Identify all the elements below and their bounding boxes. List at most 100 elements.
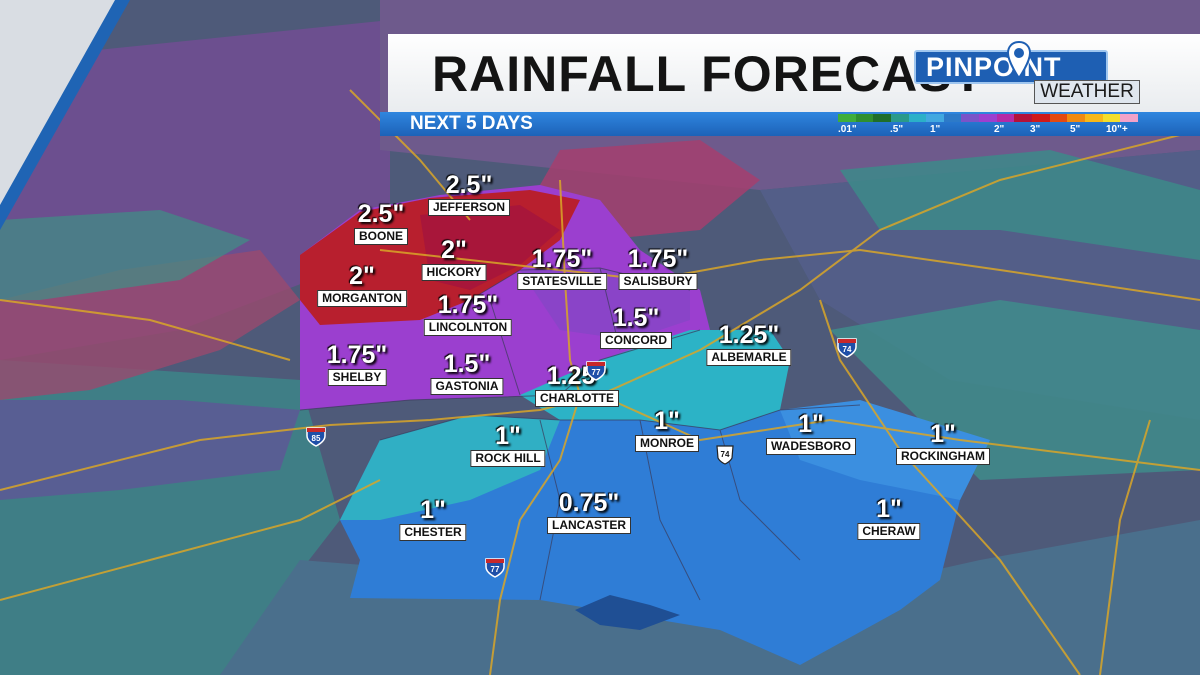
rainfall-value: 2.5" (357, 200, 405, 228)
city-name: JEFFERSON (427, 199, 511, 216)
city-name: ALBEMARLE (706, 349, 792, 366)
legend-swatch (926, 114, 944, 122)
rainfall-value: 0.75" (558, 489, 620, 517)
rainfall-value: 1.75" (627, 245, 689, 273)
rain-zone-teal-west (0, 210, 250, 300)
city-label-monroe: 1" MONROE (635, 408, 699, 452)
interstate-74-shield-icon: 74 (837, 338, 857, 358)
legend-swatch (1120, 114, 1138, 122)
city-name: CHERAW (857, 523, 921, 540)
left-frame-white (0, 0, 115, 205)
rainfall-value: 1" (876, 495, 902, 523)
city-label-gastonia: 1.5" GASTONIA (430, 350, 504, 395)
legend-swatch (1014, 114, 1033, 122)
city-label-statesville: 1.75" STATESVILLE (517, 246, 607, 290)
city-label-lancaster: 0.75" LANCASTER (547, 490, 631, 534)
legend-swatch (1102, 114, 1121, 122)
city-label-chester: 1" CHESTER (399, 496, 467, 541)
rainfall-legend: .01" .5" 1" 2" 3" 5" 10"+ (838, 114, 1138, 136)
legend-tick: 5" (1070, 124, 1081, 135)
shield-number: 74 (721, 450, 730, 459)
route-74-shield-icon: 74 (716, 445, 734, 465)
legend-tick: .5" (890, 124, 904, 135)
legend-swatch (1032, 114, 1050, 122)
legend-swatch (1084, 114, 1103, 122)
rain-zone-teal-southeast (830, 300, 1200, 480)
city-name: WADESBORO (765, 438, 857, 455)
page-title: RAINFALL FORECAST (432, 46, 985, 102)
station-logo: PINPOINT WEATHER (914, 40, 1140, 104)
county-region-southeast-blue (780, 400, 990, 500)
city-label-salisbury: 1.75" SALISBURY (618, 245, 698, 290)
rainfall-value: 1.5" (443, 350, 491, 378)
city-label-hickory: 2" HICKORY (421, 236, 487, 281)
city-label-albemarle: 1.25" ALBEMARLE (706, 321, 792, 366)
city-name: HICKORY (421, 264, 487, 281)
city-label-jefferson: 2.5" JEFFERSON (427, 171, 511, 216)
city-name: ROCKINGHAM (896, 448, 990, 465)
city-name: CONCORD (600, 332, 672, 349)
legend-swatch (1067, 114, 1085, 122)
city-name: SHELBY (327, 369, 387, 386)
legend-color-scale (838, 114, 1138, 122)
county-region-south-teal (340, 415, 560, 520)
rainfall-value: 1" (420, 496, 446, 524)
legend-swatch (943, 114, 962, 122)
city-name: MORGANTON (317, 290, 407, 307)
rainfall-value: 2.5" (445, 171, 493, 199)
city-label-rock-hill: 1" ROCK HILL (470, 422, 546, 467)
rainfall-value: 1" (495, 422, 521, 450)
city-label-lincolnton: 1.75" LINCOLNTON (423, 291, 513, 336)
city-label-shelby: 1.75" SHELBY (327, 342, 387, 386)
city-label-morganton: 2" MORGANTON (317, 263, 407, 307)
legend-tick: .01" (838, 124, 857, 135)
city-name: STATESVILLE (517, 273, 607, 290)
city-name: ROCK HILL (470, 450, 546, 467)
logo-weather-box: WEATHER (1034, 80, 1140, 104)
legend-swatch (961, 114, 980, 122)
legend-swatch (1049, 114, 1068, 122)
logo-pinpoint-text: PINPOINT (926, 52, 1062, 82)
shield-number: 77 (592, 368, 601, 377)
legend-tick: 10"+ (1106, 124, 1128, 135)
legend-tick: 1" (930, 124, 941, 135)
city-name: LINCOLNTON (423, 319, 513, 336)
shield-number: 74 (843, 345, 852, 354)
rainfall-value: 1" (930, 420, 956, 448)
rainfall-value: 1" (798, 410, 824, 438)
city-label-cheraw: 1" CHERAW (857, 495, 921, 540)
subtitle: NEXT 5 DAYS (410, 113, 533, 134)
legend-swatch (996, 114, 1015, 122)
city-name: CHESTER (399, 524, 467, 541)
rainfall-value: 1.75" (531, 245, 593, 273)
logo-weather-text: WEATHER (1040, 81, 1134, 102)
legend-tick: 3" (1030, 124, 1041, 135)
rainfall-value: 2" (441, 236, 467, 264)
legend-swatch (838, 114, 856, 122)
shield-number: 77 (491, 565, 500, 574)
interstate-85-shield-icon: 85 (306, 427, 326, 447)
rainfall-value: 1.75" (437, 291, 499, 319)
map-pin-icon (1006, 40, 1032, 80)
lake-wateree (575, 595, 680, 630)
city-label-boone: 2.5" BOONE (353, 200, 409, 245)
city-label-concord: 1.5" CONCORD (600, 305, 672, 349)
shield-number: 85 (312, 434, 321, 443)
legend-swatch (979, 114, 997, 122)
city-name: CHARLOTTE (535, 390, 619, 407)
rain-zone-teal-east (840, 150, 1200, 260)
city-label-wadesboro: 1" WADESBORO (765, 410, 857, 455)
interstate-77-south-shield-icon: 77 (485, 558, 505, 578)
legend-swatch (873, 114, 891, 122)
legend-swatch (890, 114, 909, 122)
rainfall-value: 1.25" (718, 321, 780, 349)
legend-swatch (908, 114, 927, 122)
city-name: MONROE (635, 435, 699, 452)
city-name: BOONE (353, 228, 409, 245)
rain-zone-western-purple (0, 400, 300, 500)
city-name: LANCASTER (547, 517, 631, 534)
legend-ticks: .01" .5" 1" 2" 3" 5" 10"+ (838, 124, 1138, 136)
city-name: GASTONIA (430, 378, 504, 395)
interstate-77-shield-icon: 77 (586, 361, 606, 381)
